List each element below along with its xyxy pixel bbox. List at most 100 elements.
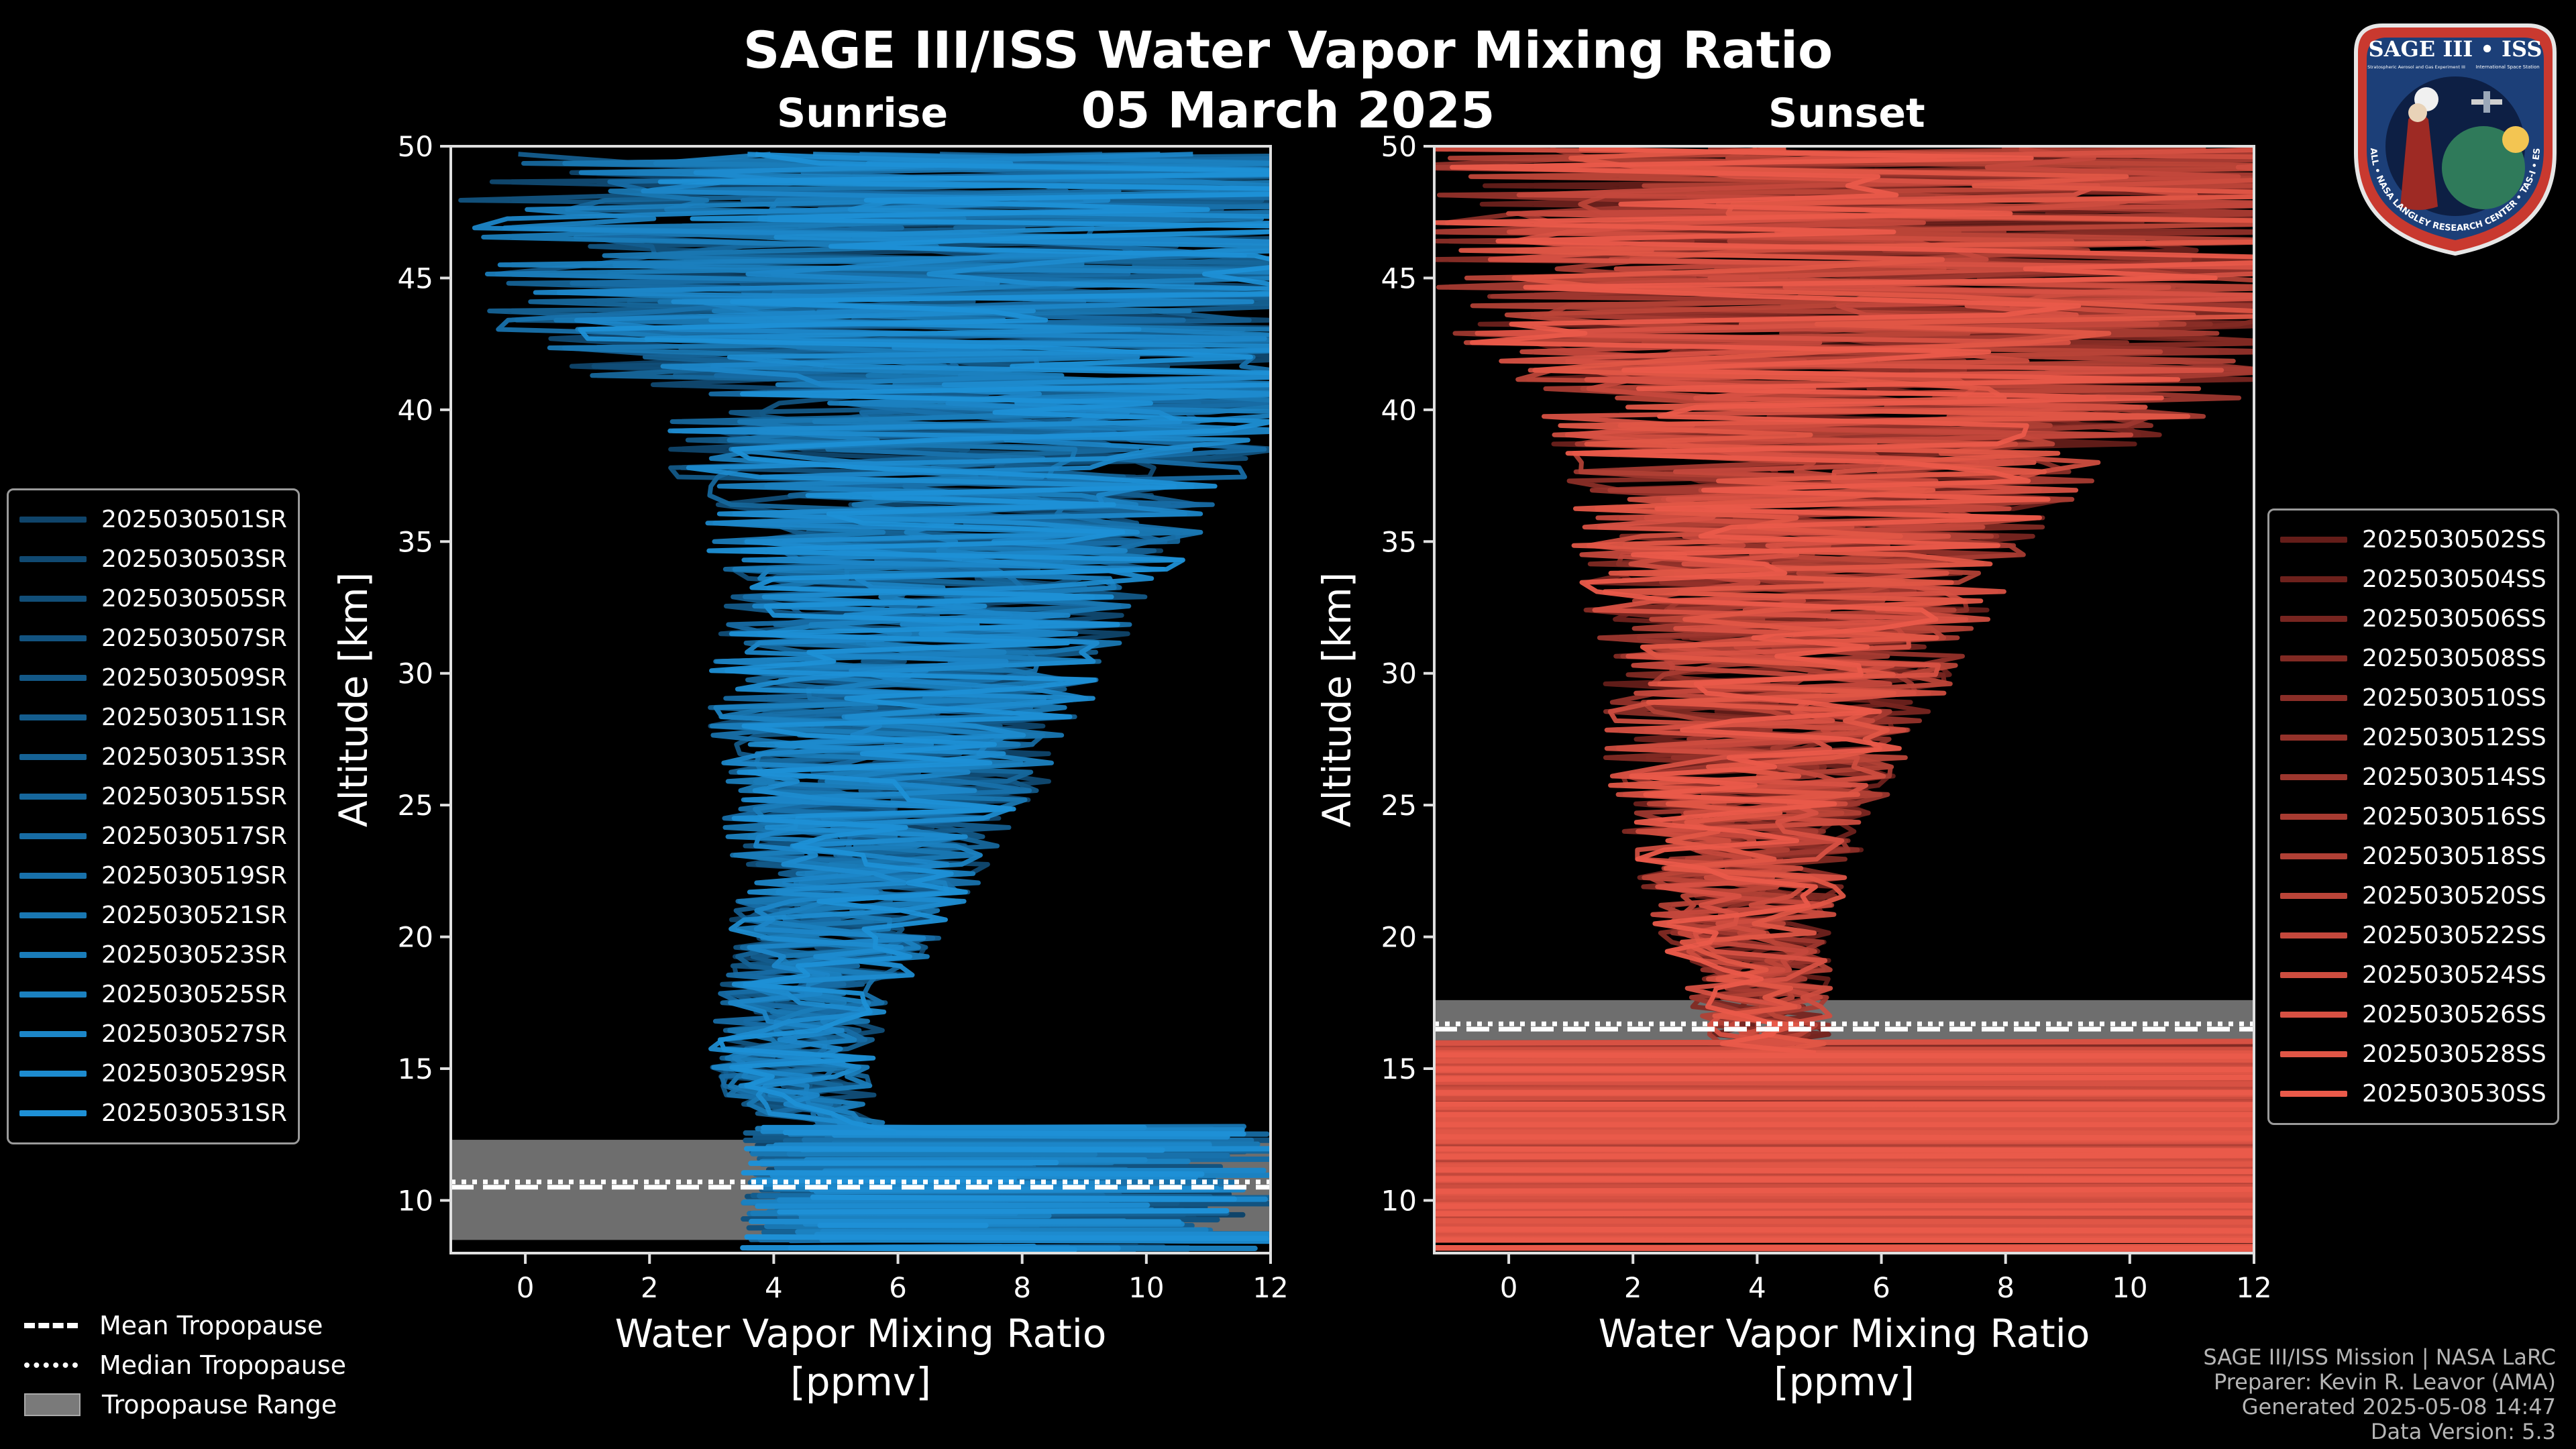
credit-generated: Generated 2025-05-08 14:47 bbox=[2241, 1394, 2556, 1419]
iss-module-icon bbox=[2483, 91, 2490, 113]
sunrise-ytick-label: 25 bbox=[398, 789, 433, 822]
sunset-ytick-label: 35 bbox=[1381, 525, 1417, 558]
sunrise-series-line bbox=[472, 152, 1271, 1134]
sunset-legend: 2025030502SS 2025030504SS 2025030506SS 2025… bbox=[2267, 508, 2559, 1125]
sunset-plot-area bbox=[1434, 146, 2254, 1253]
sunset-xlabel: [ppmv] bbox=[1774, 1359, 1915, 1405]
sunrise-series-line bbox=[481, 152, 1271, 1134]
legend-swatch bbox=[2280, 655, 2347, 661]
sage-iss-mission-badge: SAGE III • ISS Stratospheric Aerosol and… bbox=[2343, 12, 2557, 256]
legend-swatch bbox=[19, 1071, 87, 1077]
legend-label: 2025030522SS bbox=[2362, 922, 2546, 949]
sunset-ytick-label: 15 bbox=[1381, 1053, 1417, 1085]
sunset-series-segment bbox=[1434, 1079, 2254, 1087]
sunset-series-segment bbox=[1434, 1104, 2254, 1112]
legend-item-2025030527SR: 2025030527SR bbox=[19, 1014, 287, 1054]
legend-swatch bbox=[19, 596, 87, 602]
sunrise-xlabel: [ppmv] bbox=[790, 1359, 931, 1405]
sunrise-xtick-label: 4 bbox=[765, 1271, 783, 1304]
sunset-xtick-label: 6 bbox=[1872, 1271, 1890, 1304]
sunset-series-segment bbox=[1434, 1075, 2254, 1082]
sunset-series-segment bbox=[1434, 1218, 2254, 1225]
legend-swatch bbox=[19, 952, 87, 958]
sunset-series-segment bbox=[1434, 1237, 2254, 1244]
legend-label: 2025030505SR bbox=[101, 585, 287, 612]
sunrise-series-segment bbox=[755, 1202, 1150, 1210]
sunrise-series-line bbox=[644, 152, 1271, 1134]
legend-item-2025030516SS: 2025030516SS bbox=[2280, 797, 2546, 837]
sunset-subtitle: Sunset bbox=[1768, 90, 1925, 137]
legend-label: 2025030508SS bbox=[2362, 645, 2546, 672]
legend-label: 2025030530SS bbox=[2362, 1080, 2546, 1108]
sunset-ylabel: Altitude [km] bbox=[1314, 572, 1360, 827]
median-tropopause-swatch bbox=[24, 1362, 78, 1368]
legend-swatch bbox=[2280, 1091, 2347, 1097]
tropopause-range-label: Tropopause Range bbox=[102, 1389, 337, 1419]
legend-swatch bbox=[2280, 853, 2347, 859]
legend-swatch bbox=[19, 635, 87, 641]
chart-date: 05 March 2025 bbox=[1081, 82, 1495, 140]
legend-label: 2025030503SR bbox=[101, 545, 287, 573]
legend-item-2025030531SR: 2025030531SR bbox=[19, 1093, 287, 1133]
legend-label: 2025030529SR bbox=[101, 1060, 287, 1087]
sunset-series-segment bbox=[1434, 1038, 2254, 1046]
legend-swatch bbox=[2280, 932, 2347, 938]
sunset-series-2025030530SS bbox=[1434, 146, 2254, 1251]
legend-item-2025030504SS: 2025030504SS bbox=[2280, 559, 2546, 599]
legend-item-2025030503SR: 2025030503SR bbox=[19, 539, 287, 579]
sunrise-ytick-label: 40 bbox=[398, 394, 433, 427]
legend-swatch bbox=[19, 714, 87, 720]
sunset-series-line bbox=[1434, 146, 2254, 1055]
legend-item-2025030525SR: 2025030525SR bbox=[19, 975, 287, 1014]
legend-swatch bbox=[19, 1031, 87, 1037]
legend-swatch bbox=[19, 991, 87, 998]
legend-swatch bbox=[2280, 1051, 2347, 1057]
tropopause-range-swatch bbox=[24, 1393, 80, 1416]
sunrise-xtick-label: 12 bbox=[1252, 1271, 1288, 1304]
sunset-series-segment bbox=[1434, 1083, 2254, 1089]
sunset-plot: 0 2 4 6 8 10 12 10 15 20 25 30 35 40 45 50 Water Vapor M… bbox=[1314, 130, 2272, 1405]
sunset-ytick-label: 40 bbox=[1381, 394, 1417, 427]
legend-label: 2025030523SR bbox=[101, 941, 287, 969]
legend-label: 2025030531SR bbox=[101, 1099, 287, 1127]
legend-swatch bbox=[19, 517, 87, 523]
sunrise-xtick-label: 8 bbox=[1013, 1271, 1031, 1304]
sunrise-series-segment bbox=[782, 1130, 1246, 1137]
sunrise-ylabel: Altitude [km] bbox=[331, 572, 376, 827]
legend-label: 2025030513SR bbox=[101, 743, 287, 771]
sunset-xtick-label: 8 bbox=[1996, 1271, 2015, 1304]
legend-label: 2025030512SS bbox=[2362, 724, 2546, 751]
median-tropopause-label: Median Tropopause bbox=[99, 1350, 346, 1380]
legend-swatch bbox=[2280, 1012, 2347, 1018]
legend-item-2025030505SR: 2025030505SR bbox=[19, 579, 287, 619]
sunset-series-segment bbox=[1434, 1134, 2254, 1141]
sunrise-legend: 2025030501SR 2025030503SR 2025030505SR 2025… bbox=[7, 488, 300, 1144]
legend-item-2025030520SS: 2025030520SS bbox=[2280, 876, 2546, 916]
mean-tropopause-swatch bbox=[24, 1322, 78, 1328]
sunset-ytick-label: 20 bbox=[1381, 921, 1417, 954]
legend-label: 2025030507SR bbox=[101, 625, 287, 652]
legend-swatch bbox=[19, 794, 87, 800]
credit-version: Data Version: 5.3 bbox=[2370, 1419, 2556, 1444]
legend-item-2025030507SR: 2025030507SR bbox=[19, 619, 287, 658]
sunrise-plot: 0 2 4 6 8 10 12 10 15 20 25 30 35 40 45 50 Water Vapor M… bbox=[331, 130, 1289, 1405]
legend-item-2025030512SS: 2025030512SS bbox=[2280, 718, 2546, 757]
legend-swatch bbox=[2280, 972, 2347, 978]
legend-label: 2025030525SR bbox=[101, 981, 287, 1008]
sunset-series-segment bbox=[1434, 1152, 2254, 1160]
legend-item-2025030513SR: 2025030513SR bbox=[19, 737, 287, 777]
legend-swatch bbox=[2280, 774, 2347, 780]
legend-tropopause-range: Tropopause Range bbox=[24, 1385, 346, 1424]
legend-item-2025030530SS: 2025030530SS bbox=[2280, 1074, 2546, 1114]
legend-item-2025030524SS: 2025030524SS bbox=[2280, 955, 2546, 995]
legend-swatch bbox=[2280, 616, 2347, 622]
sunrise-series-segment bbox=[744, 1146, 1165, 1153]
legend-swatch bbox=[2280, 695, 2347, 701]
legend-mean-tropopause: Mean Tropopause bbox=[24, 1305, 346, 1345]
sunrise-xtick-label: 2 bbox=[641, 1271, 659, 1304]
sunrise-series-segment bbox=[786, 1151, 1098, 1157]
sunrise-series-segment bbox=[788, 1245, 1077, 1252]
legend-median-tropopause: Median Tropopause bbox=[24, 1345, 346, 1385]
sunrise-xlabel: Water Vapor Mixing Ratio bbox=[615, 1311, 1107, 1356]
